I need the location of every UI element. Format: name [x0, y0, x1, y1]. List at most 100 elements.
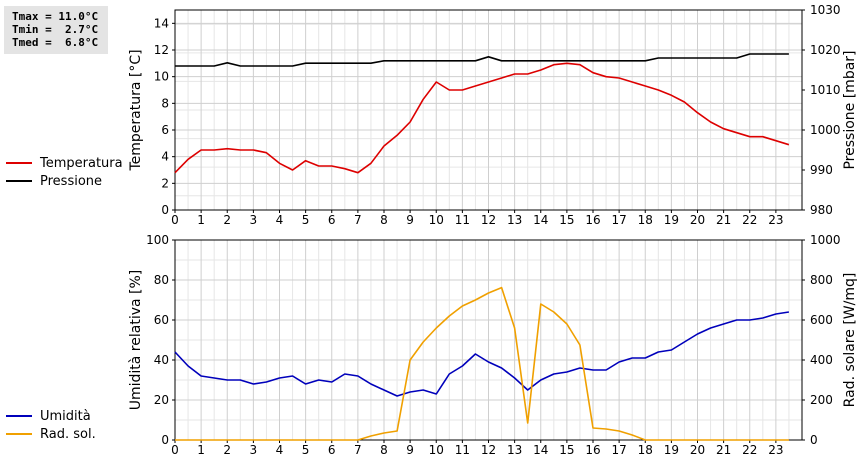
legend-item-umidita: Umidità — [6, 407, 96, 425]
x-tick-label: 8 — [380, 443, 388, 457]
x-tick-label: 1 — [197, 443, 205, 457]
legend-swatch-rad-sol — [6, 433, 32, 435]
x-tick-label: 3 — [250, 213, 258, 227]
x-tick-label: 4 — [276, 443, 284, 457]
x-tick-label: 6 — [328, 443, 336, 457]
y2-tick-label: 1030 — [810, 3, 841, 17]
legend-bottom: Umidità Rad. sol. — [6, 407, 96, 443]
x-tick-label: 19 — [664, 213, 679, 227]
x-tick-label: 7 — [354, 443, 362, 457]
y2-axis-title: Pressione [mbar] — [842, 50, 858, 169]
y2-tick-label: 980 — [810, 203, 833, 217]
y2-tick-label: 1000 — [810, 123, 841, 137]
legend-item-rad-sol: Rad. sol. — [6, 425, 96, 443]
x-tick-label: 11 — [455, 443, 470, 457]
x-tick-label: 22 — [742, 213, 757, 227]
x-tick-label: 2 — [223, 443, 231, 457]
x-tick-label: 12 — [481, 443, 496, 457]
legend-label-rad-sol: Rad. sol. — [40, 426, 96, 442]
y2-tick-label: 1020 — [810, 43, 841, 57]
x-tick-label: 1 — [197, 213, 205, 227]
x-tick-label: 21 — [716, 213, 731, 227]
legend-item-temperatura: Temperatura — [6, 154, 123, 172]
legend-label-pressione: Pressione — [40, 173, 103, 189]
y2-tick-label: 0 — [810, 433, 818, 447]
y-axis-title: Umidità relativa [%] — [128, 270, 144, 411]
x-tick-label: 21 — [716, 443, 731, 457]
temperature-stats-box: Tmax = 11.0°C Tmin = 2.7°C Tmed = 6.8°C — [4, 6, 108, 54]
x-tick-label: 0 — [171, 213, 179, 227]
series-line-rad-sol — [175, 286, 789, 441]
y2-tick-label: 800 — [810, 273, 833, 287]
x-tick-label: 17 — [611, 213, 626, 227]
x-tick-label: 9 — [406, 443, 414, 457]
x-tick-label: 5 — [302, 443, 310, 457]
y-tick-label: 10 — [154, 70, 169, 84]
x-tick-label: 23 — [768, 443, 783, 457]
x-tick-label: 20 — [690, 443, 705, 457]
x-tick-label: 16 — [585, 443, 600, 457]
x-tick-label: 5 — [302, 213, 310, 227]
y-tick-label: 40 — [154, 353, 169, 367]
y2-tick-label: 600 — [810, 313, 833, 327]
y-tick-label: 14 — [154, 16, 169, 30]
x-tick-label: 11 — [455, 213, 470, 227]
legend-top: Temperatura Pressione — [6, 154, 123, 190]
x-tick-label: 18 — [638, 443, 653, 457]
x-tick-label: 10 — [429, 443, 444, 457]
tmin-value: Tmin = 2.7°C — [12, 23, 99, 36]
legend-item-pressione: Pressione — [6, 172, 123, 190]
x-tick-label: 17 — [611, 443, 626, 457]
legend-swatch-temperatura — [6, 162, 32, 164]
x-tick-label: 19 — [664, 443, 679, 457]
x-tick-label: 18 — [638, 213, 653, 227]
legend-swatch-pressione — [6, 180, 32, 182]
y-tick-label: 12 — [154, 43, 169, 57]
x-tick-label: 20 — [690, 213, 705, 227]
y-tick-label: 4 — [161, 150, 169, 164]
tmed-value: Tmed = 6.8°C — [12, 36, 99, 49]
x-tick-label: 15 — [559, 443, 574, 457]
y2-tick-label: 200 — [810, 393, 833, 407]
series-line-temperatura — [174, 62, 790, 174]
x-tick-label: 13 — [507, 443, 522, 457]
series-line-umidit — [174, 311, 790, 397]
legend-swatch-umidita — [6, 415, 32, 417]
x-tick-label: 2 — [223, 213, 231, 227]
y-axis-title: Temperatura [°C] — [128, 49, 144, 171]
y-tick-label: 0 — [161, 433, 169, 447]
y-tick-label: 60 — [154, 313, 169, 327]
humidity-radiation-panel: 0 1 2 3 4 5 6 7 8 9 10 11 12 13 14 15 16 17 18 19 20 21 22 2302… — [128, 233, 858, 457]
y-tick-label: 8 — [161, 96, 169, 110]
y-tick-label: 20 — [154, 393, 169, 407]
y2-axis-title: Rad. solare [W/mq] — [842, 273, 858, 408]
y-tick-label: 0 — [161, 203, 169, 217]
x-tick-label: 9 — [406, 213, 414, 227]
y-tick-label: 80 — [154, 273, 169, 287]
legend-label-umidita: Umidità — [40, 408, 91, 424]
y-tick-label: 6 — [161, 123, 169, 137]
y-tick-label: 100 — [146, 233, 169, 247]
y2-tick-label: 400 — [810, 353, 833, 367]
x-tick-label: 14 — [533, 443, 548, 457]
x-tick-label: 14 — [533, 213, 548, 227]
x-tick-label: 22 — [742, 443, 757, 457]
x-tick-label: 10 — [429, 213, 444, 227]
x-tick-label: 8 — [380, 213, 388, 227]
y-tick-label: 2 — [161, 176, 169, 190]
x-tick-label: 15 — [559, 213, 574, 227]
x-tick-label: 12 — [481, 213, 496, 227]
x-tick-label: 0 — [171, 443, 179, 457]
series-line-pressione — [175, 53, 789, 67]
x-tick-label: 13 — [507, 213, 522, 227]
temperature-pressure-panel: 0 1 2 3 4 5 6 7 8 9 10 11 12 13 14 15 16 17 18 19 20 21 22 2302… — [128, 3, 858, 227]
x-tick-label: 6 — [328, 213, 336, 227]
x-tick-label: 23 — [768, 213, 783, 227]
y2-tick-label: 990 — [810, 163, 833, 177]
tmax-value: Tmax = 11.0°C — [12, 10, 99, 23]
x-tick-label: 4 — [276, 213, 284, 227]
legend-label-temperatura: Temperatura — [40, 155, 123, 171]
x-tick-label: 7 — [354, 213, 362, 227]
x-tick-label: 16 — [585, 213, 600, 227]
